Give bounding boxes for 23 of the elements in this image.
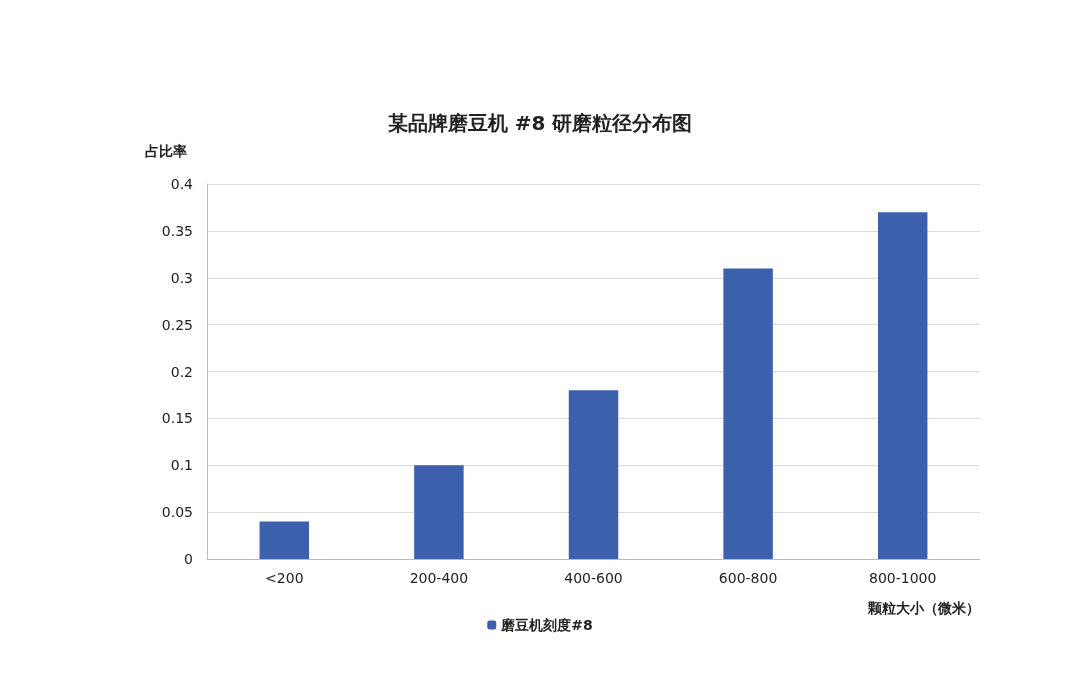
y-tick-label: 0.3 (170, 269, 193, 286)
x-tick-label: <200 (265, 570, 304, 586)
y-tick-label: 0.25 (161, 316, 193, 333)
y-axis-title: 占比率 (145, 143, 187, 159)
chart-title: 某品牌磨豆机 #8 研磨粒径分布图 (386, 111, 693, 135)
y-tick-label: 0.2 (170, 363, 193, 380)
x-tick-label: 600-800 (718, 570, 778, 586)
bar (568, 390, 619, 559)
y-tick-label: 0 (184, 551, 193, 567)
y-tick-label: 0.1 (170, 457, 193, 474)
y-tick-label: 0.05 (161, 504, 193, 521)
x-tick-label: 200-400 (409, 570, 469, 586)
legend-label: 磨豆机刻度#8 (500, 617, 593, 633)
y-tick-label: 0.4 (170, 176, 194, 192)
y-tick-label: 0.35 (161, 222, 193, 239)
bar (723, 268, 773, 559)
bar (259, 521, 310, 559)
x-axis-title: 颗粒大小（微米） (867, 600, 980, 616)
bar (877, 212, 928, 559)
x-tick-label: 800-1000 (869, 570, 937, 586)
x-tick-label: 400-600 (564, 570, 623, 586)
bar (414, 465, 464, 559)
y-tick-label: 0.15 (161, 410, 193, 427)
